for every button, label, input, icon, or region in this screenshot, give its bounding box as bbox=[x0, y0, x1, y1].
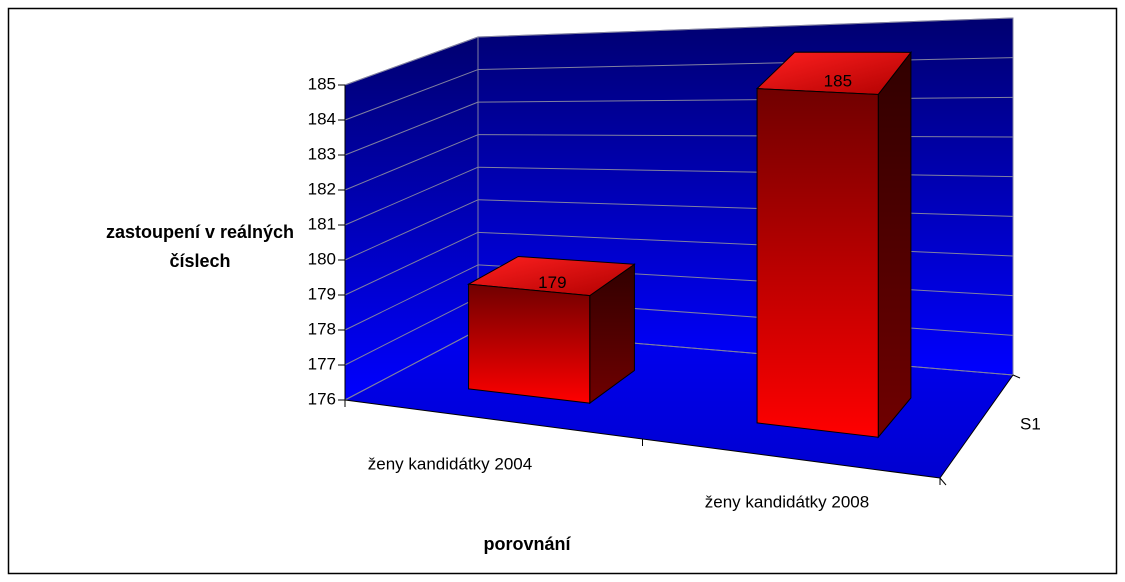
y-tick-label: 180 bbox=[308, 249, 336, 268]
grid-line bbox=[344, 296, 479, 366]
bar-front bbox=[468, 283, 591, 404]
grid-line bbox=[344, 166, 479, 226]
y-tick-label: 179 bbox=[308, 284, 336, 303]
grid-line bbox=[477, 166, 1014, 178]
depth-tick bbox=[1012, 374, 1021, 379]
grid-line bbox=[344, 36, 479, 86]
value-label: 179 bbox=[538, 273, 566, 292]
value-label: 185 bbox=[824, 72, 852, 91]
bar-side bbox=[877, 50, 912, 439]
y-tick-label: 182 bbox=[308, 179, 336, 198]
y-axis-title: zastoupení v reálných číslech bbox=[105, 222, 295, 271]
grid-line bbox=[477, 231, 1014, 257]
y-tick-label: 183 bbox=[308, 144, 336, 163]
grid-line bbox=[344, 264, 479, 331]
grid-line bbox=[344, 69, 479, 121]
y-tick-label: 181 bbox=[308, 214, 336, 233]
x-tick-label: ženy kandidátky 2004 bbox=[368, 454, 532, 473]
grid-line bbox=[477, 199, 1014, 217]
bar bbox=[466, 255, 636, 405]
bar bbox=[755, 50, 912, 439]
grid-line bbox=[344, 199, 479, 261]
bar-front bbox=[756, 88, 879, 438]
y-tick-label: 185 bbox=[308, 74, 336, 93]
y-tick-label: 184 bbox=[308, 109, 336, 128]
grid-line bbox=[477, 96, 1014, 103]
grid-line bbox=[477, 57, 1014, 71]
depth-tick bbox=[939, 477, 947, 486]
grid-line bbox=[477, 134, 1014, 138]
grid-line bbox=[477, 17, 1014, 38]
y-tick-label: 176 bbox=[308, 389, 336, 408]
x-axis-title: porovnání bbox=[483, 534, 571, 554]
grid-line bbox=[344, 101, 479, 156]
series-label: S1 bbox=[1020, 414, 1041, 433]
depth-axis bbox=[939, 374, 1014, 479]
grid-line bbox=[344, 134, 479, 191]
grid-line bbox=[344, 329, 479, 401]
y-tick-label: 177 bbox=[308, 354, 336, 373]
y-tick-label: 178 bbox=[308, 319, 336, 338]
plot-area: 176 177 178 179 180 181 182 183 184 185 bbox=[308, 17, 1021, 486]
x-tick-label: ženy kandidátky 2008 bbox=[705, 492, 869, 511]
grid-line bbox=[344, 231, 479, 296]
